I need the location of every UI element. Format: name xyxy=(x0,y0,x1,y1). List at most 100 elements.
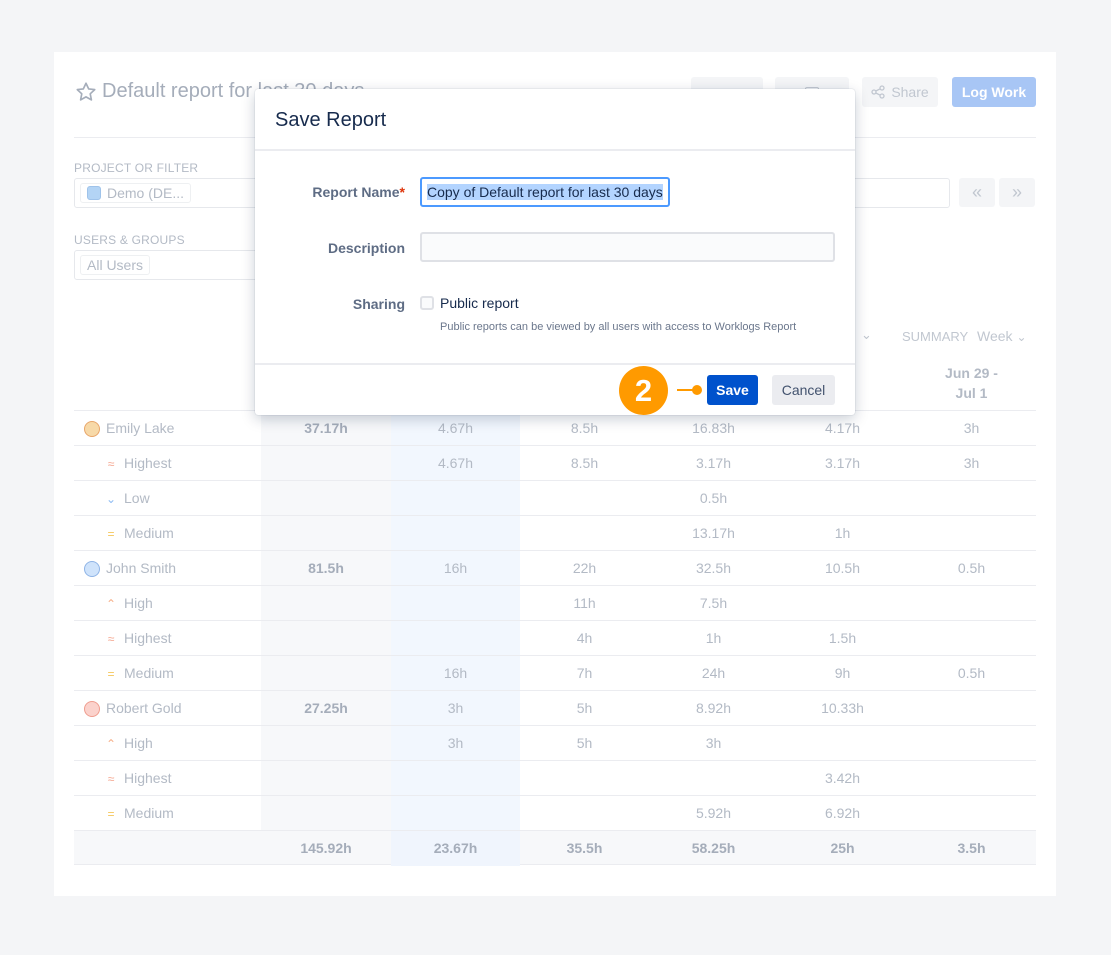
hours-cell[interactable]: 3h xyxy=(391,726,520,761)
hours-cell[interactable]: 13.17h xyxy=(692,525,735,541)
priority-row: ≈ Highest 4.67h 8.5h 3.17h 3.17h 3h xyxy=(74,445,1036,481)
hours-cell[interactable]: 1.5h xyxy=(828,630,857,646)
hours-cell[interactable]: 5.92h xyxy=(695,805,732,821)
hours-cell[interactable]: 3.17h xyxy=(695,455,732,471)
hours-cell[interactable]: 8.92h xyxy=(695,700,732,716)
hours-cell xyxy=(391,761,520,796)
step-marker-dot xyxy=(692,385,702,395)
previous-period-button[interactable]: « xyxy=(959,178,995,207)
star-icon[interactable] xyxy=(75,81,97,103)
description-label: Description xyxy=(327,240,405,256)
row-name-cell: ⌃ High xyxy=(74,726,261,761)
save-button[interactable]: Save xyxy=(707,375,758,405)
share-button[interactable]: Share xyxy=(862,77,938,107)
hours-cell xyxy=(391,516,520,551)
project-chip[interactable]: Demo (DE... xyxy=(80,183,192,203)
row-total-cell xyxy=(261,516,391,551)
chevron-down-icon[interactable]: ⌄ xyxy=(861,327,872,342)
log-work-button[interactable]: Log Work xyxy=(952,77,1036,107)
hours-cell[interactable]: 3.17h xyxy=(824,455,861,471)
cancel-button[interactable]: Cancel xyxy=(772,375,835,405)
hours-cell[interactable]: 0.5h xyxy=(699,490,728,506)
row-name-cell[interactable]: Emily Lake xyxy=(74,411,261,446)
date-range-input[interactable] xyxy=(850,178,950,208)
hours-cell[interactable]: 3.42h xyxy=(824,770,861,786)
step-marker: 2 xyxy=(619,366,668,415)
hours-cell[interactable]: 0.5h xyxy=(957,560,986,576)
hours-cell[interactable]: 7h xyxy=(576,665,593,681)
row-name-label: Robert Gold xyxy=(106,700,182,716)
column-header-5-line2: Jul 1 xyxy=(955,385,988,401)
hours-cell[interactable]: 7.5h xyxy=(699,595,728,611)
row-name-cell: ⌃ High xyxy=(74,586,261,621)
hours-cell[interactable]: 4.67h xyxy=(391,411,520,446)
hours-cell xyxy=(520,761,649,796)
hours-cell[interactable]: 8.5h xyxy=(570,420,599,436)
column-total-cell: 23.67h xyxy=(391,831,520,866)
row-name-cell: ≈ Highest xyxy=(74,761,261,796)
hours-cell[interactable]: 16.83h xyxy=(692,420,735,436)
priority-row: ≈ Highest 3.42h xyxy=(74,760,1036,796)
row-total-cell: 81.5h xyxy=(261,551,391,586)
hours-cell[interactable]: 16h xyxy=(391,551,520,586)
row-name-label: John Smith xyxy=(106,560,177,576)
totals-row: 145.92h 23.67h 35.5h 58.25h 25h 3.5h xyxy=(74,830,1036,866)
hours-cell[interactable]: 1h xyxy=(705,630,722,646)
project-filter-input[interactable]: Demo (DE... xyxy=(74,178,264,208)
hours-cell[interactable]: 5h xyxy=(576,700,593,716)
hours-cell[interactable]: 5h xyxy=(576,735,593,751)
hours-cell[interactable]: 4.17h xyxy=(824,420,861,436)
hours-cell xyxy=(778,586,907,621)
row-total-cell xyxy=(261,446,391,481)
priority-medium-icon: = xyxy=(107,526,115,541)
priority-medium-icon: = xyxy=(107,666,115,681)
row-name-cell[interactable]: Robert Gold xyxy=(74,691,261,726)
share-label: Share xyxy=(891,84,929,100)
users-chip[interactable]: All Users xyxy=(80,255,151,275)
hours-cell[interactable]: 3h xyxy=(963,420,980,436)
period-select[interactable]: Week ⌄ xyxy=(977,328,1027,344)
dialog-title: Save Report xyxy=(275,109,387,131)
column-total-cell: 58.25h xyxy=(691,840,736,856)
required-mark: * xyxy=(399,184,405,200)
hours-cell[interactable]: 9h xyxy=(834,665,851,681)
hours-cell[interactable]: 4h xyxy=(576,630,593,646)
avatar xyxy=(84,560,100,577)
hours-cell xyxy=(778,726,907,761)
priority-row: ≈ Highest 4h 1h 1.5h xyxy=(74,620,1036,656)
report-name-input[interactable]: Copy of Default report for last 30 days xyxy=(420,177,670,207)
priority-row: ⌃ High 3h 5h 3h xyxy=(74,725,1036,761)
row-name-label: Low xyxy=(124,490,150,506)
description-input[interactable] xyxy=(420,232,835,262)
priority-highest-icon: ≈ xyxy=(107,771,115,786)
hours-cell[interactable]: 3h xyxy=(391,691,520,726)
hours-cell[interactable]: 24h xyxy=(701,665,726,681)
public-report-checkbox[interactable] xyxy=(420,296,434,310)
hours-cell[interactable]: 4.67h xyxy=(391,446,520,481)
hours-cell[interactable]: 3h xyxy=(705,735,722,751)
column-total-cell: 35.5h xyxy=(566,840,603,856)
hours-cell xyxy=(649,761,778,796)
users-groups-input[interactable]: All Users xyxy=(74,250,264,280)
row-name-cell: ⌄ Low xyxy=(74,481,261,516)
hours-cell[interactable]: 16h xyxy=(391,656,520,691)
hours-cell[interactable]: 32.5h xyxy=(695,560,732,576)
hours-cell[interactable]: 11h xyxy=(573,595,596,611)
row-total-cell xyxy=(261,761,391,796)
users-chip-label: All Users xyxy=(87,257,144,273)
row-name-cell[interactable]: John Smith xyxy=(74,551,261,586)
hours-cell[interactable]: 10.33h xyxy=(821,700,864,716)
public-report-label[interactable]: Public report xyxy=(440,295,519,311)
column-total-cell: 3.5h xyxy=(957,840,986,856)
hours-cell[interactable]: 3h xyxy=(963,455,980,471)
hours-cell[interactable]: 0.5h xyxy=(957,665,986,681)
hours-cell xyxy=(907,796,1036,831)
avatar xyxy=(84,420,100,437)
hours-cell[interactable]: 22h xyxy=(572,560,597,576)
hours-cell[interactable]: 10.5h xyxy=(824,560,861,576)
row-total-cell xyxy=(261,621,391,656)
hours-cell[interactable]: 6.92h xyxy=(824,805,861,821)
next-period-button[interactable]: » xyxy=(999,178,1035,207)
hours-cell[interactable]: 8.5h xyxy=(570,455,599,471)
hours-cell[interactable]: 1h xyxy=(834,525,851,541)
